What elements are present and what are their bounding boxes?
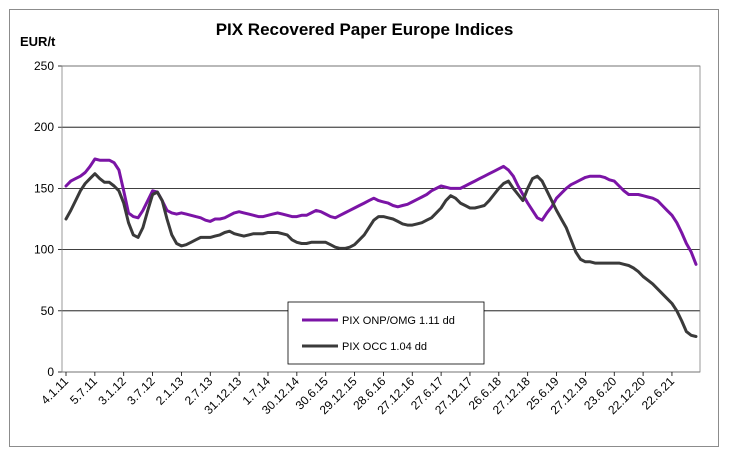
legend-label: PIX ONP/OMG 1.11 dd [342, 315, 455, 327]
y-tick-label: 0 [47, 365, 54, 379]
plot-area-border [61, 65, 701, 373]
legend-box [287, 301, 485, 365]
chart-frame [9, 9, 719, 447]
y-tick-label: 100 [34, 243, 54, 257]
y-tick-label: 150 [34, 181, 54, 195]
y-tick-label: 200 [34, 120, 54, 134]
x-tick-label: 4.1.11 [38, 374, 71, 407]
chart-title: PIX Recovered Paper Europe Indices [215, 20, 514, 39]
y-axis-unit-label: EUR/t [20, 34, 56, 49]
x-tick-label: 3.1.12 [95, 374, 129, 408]
series-line-onp-omg [64, 157, 698, 266]
x-tick-label: 2.1.13 [153, 374, 187, 408]
x-tick-label: 3.7.12 [124, 374, 158, 408]
x-tick-label: 5.7.11 [67, 374, 100, 407]
y-tick-label: 250 [34, 59, 54, 73]
x-tick-label: 22.6.21 [639, 374, 677, 412]
y-tick-label: 50 [41, 304, 55, 318]
series-line-occ [64, 172, 698, 338]
legend-label: PIX OCC 1.04 dd [342, 341, 427, 353]
